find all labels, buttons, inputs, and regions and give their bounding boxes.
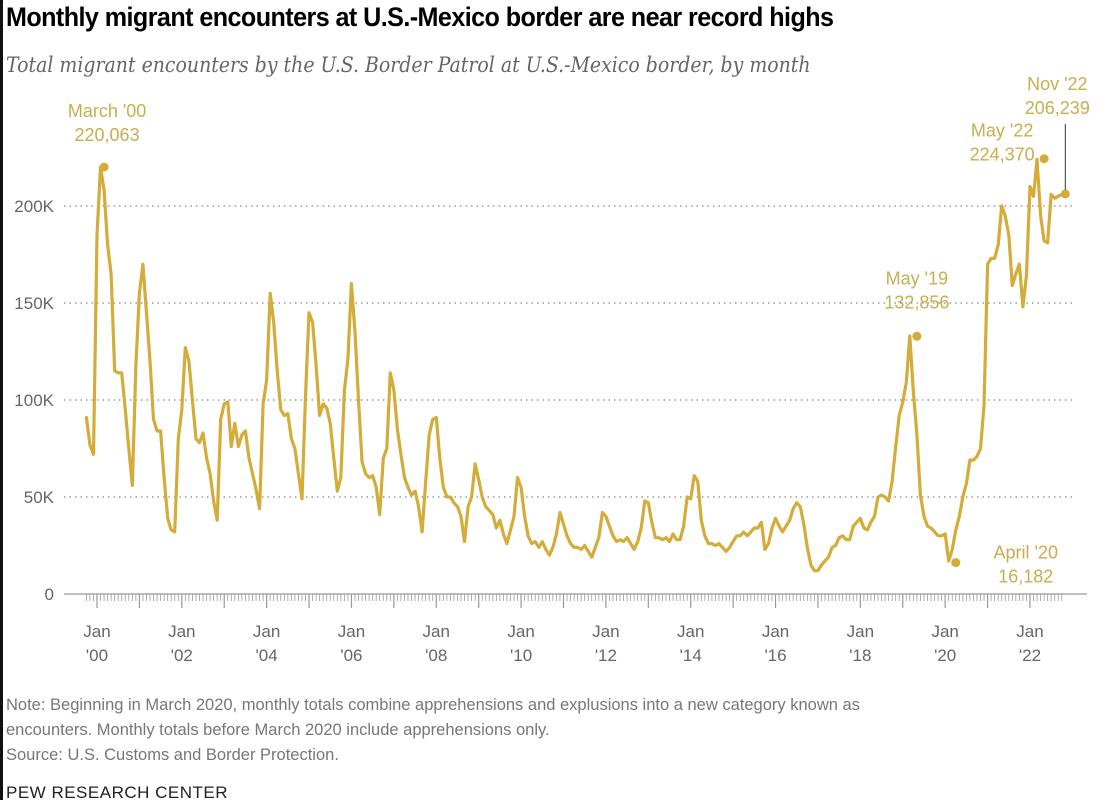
annotation-marker — [1039, 154, 1049, 164]
annotation-marker — [1060, 189, 1070, 199]
x-tick-label: Jan — [253, 622, 280, 641]
x-tick-label: Jan — [762, 622, 789, 641]
annotation-value: 220,063 — [75, 125, 140, 145]
annotation-label: May '22 — [971, 121, 1033, 141]
x-tick-label: Jan — [677, 622, 704, 641]
left-border — [0, 0, 3, 800]
annotation-label: May '19 — [886, 268, 948, 288]
x-tick-label: Jan — [168, 622, 195, 641]
x-tick-label: Jan — [338, 622, 365, 641]
x-tick-label: Jan — [507, 622, 534, 641]
x-tick-label-year: '04 — [256, 646, 278, 665]
annotation-marker — [912, 331, 922, 341]
annotation-label: April '20 — [994, 543, 1058, 563]
series-line-encounters — [84, 157, 1064, 573]
x-tick-label-year: '14 — [680, 646, 702, 665]
annotation-value: 132,856 — [884, 292, 949, 312]
x-tick-label-year: '20 — [934, 646, 956, 665]
y-tick-label: 150K — [14, 294, 54, 313]
series — [84, 157, 1064, 573]
annotation-value: 224,370 — [970, 145, 1035, 165]
x-tick-label-year: '10 — [510, 646, 532, 665]
x-tick-label-year: '02 — [171, 646, 193, 665]
note-line-2: encounters. Monthly totals before March … — [6, 721, 550, 739]
y-axis: 0 50K 100K 150K 200K — [14, 197, 54, 604]
annotation-value: 16,182 — [998, 567, 1053, 587]
y-tick-label: 50K — [24, 488, 55, 507]
annotation-label: Nov '22 — [1027, 74, 1087, 94]
x-axis: Jan '00 Jan '02 Jan '04 Jan '06 Jan '08 Jan '10 Jan '… — [64, 593, 1087, 665]
annotation-value: 206,239 — [1025, 98, 1090, 118]
annotation-marker — [951, 558, 961, 568]
chart-title: Monthly migrant encounters at U.S.-Mexic… — [6, 2, 834, 32]
annotation-marker — [99, 162, 109, 172]
y-tick-label: 100K — [14, 391, 54, 410]
brand-logo-text: PEW RESEARCH CENTER — [6, 783, 229, 802]
x-tick-label-year: '22 — [1019, 646, 1041, 665]
chart-subtitle: Total migrant encounters by the U.S. Bor… — [6, 53, 811, 77]
x-tick-label: Jan — [423, 622, 450, 641]
x-tick-label-year: '16 — [764, 646, 786, 665]
annotation-label: March '00 — [68, 101, 146, 121]
x-tick-label: Jan — [1016, 622, 1043, 641]
y-tick-label: 200K — [14, 197, 54, 216]
x-tick-label-year: '12 — [595, 646, 617, 665]
x-tick-label: Jan — [83, 622, 110, 641]
x-tick-label: Jan — [847, 622, 874, 641]
x-tick-label-year: '18 — [849, 646, 871, 665]
x-tick-label: Jan — [592, 622, 619, 641]
x-tick-label-year: '08 — [425, 646, 447, 665]
x-tick-label: Jan — [931, 622, 958, 641]
note-line-1: Note: Beginning in March 2020, monthly t… — [6, 696, 860, 714]
gridlines — [64, 205, 1075, 498]
source-line: Source: U.S. Customs and Border Protecti… — [6, 746, 339, 764]
chart-note: Note: Beginning in March 2020, monthly t… — [6, 693, 1096, 768]
x-tick-label-year: '00 — [86, 646, 108, 665]
y-tick-label: 0 — [45, 585, 54, 604]
annotations: March '00 220,063 May '19 132,856 April '20 1… — [68, 74, 1090, 587]
x-tick-label-year: '06 — [340, 646, 362, 665]
